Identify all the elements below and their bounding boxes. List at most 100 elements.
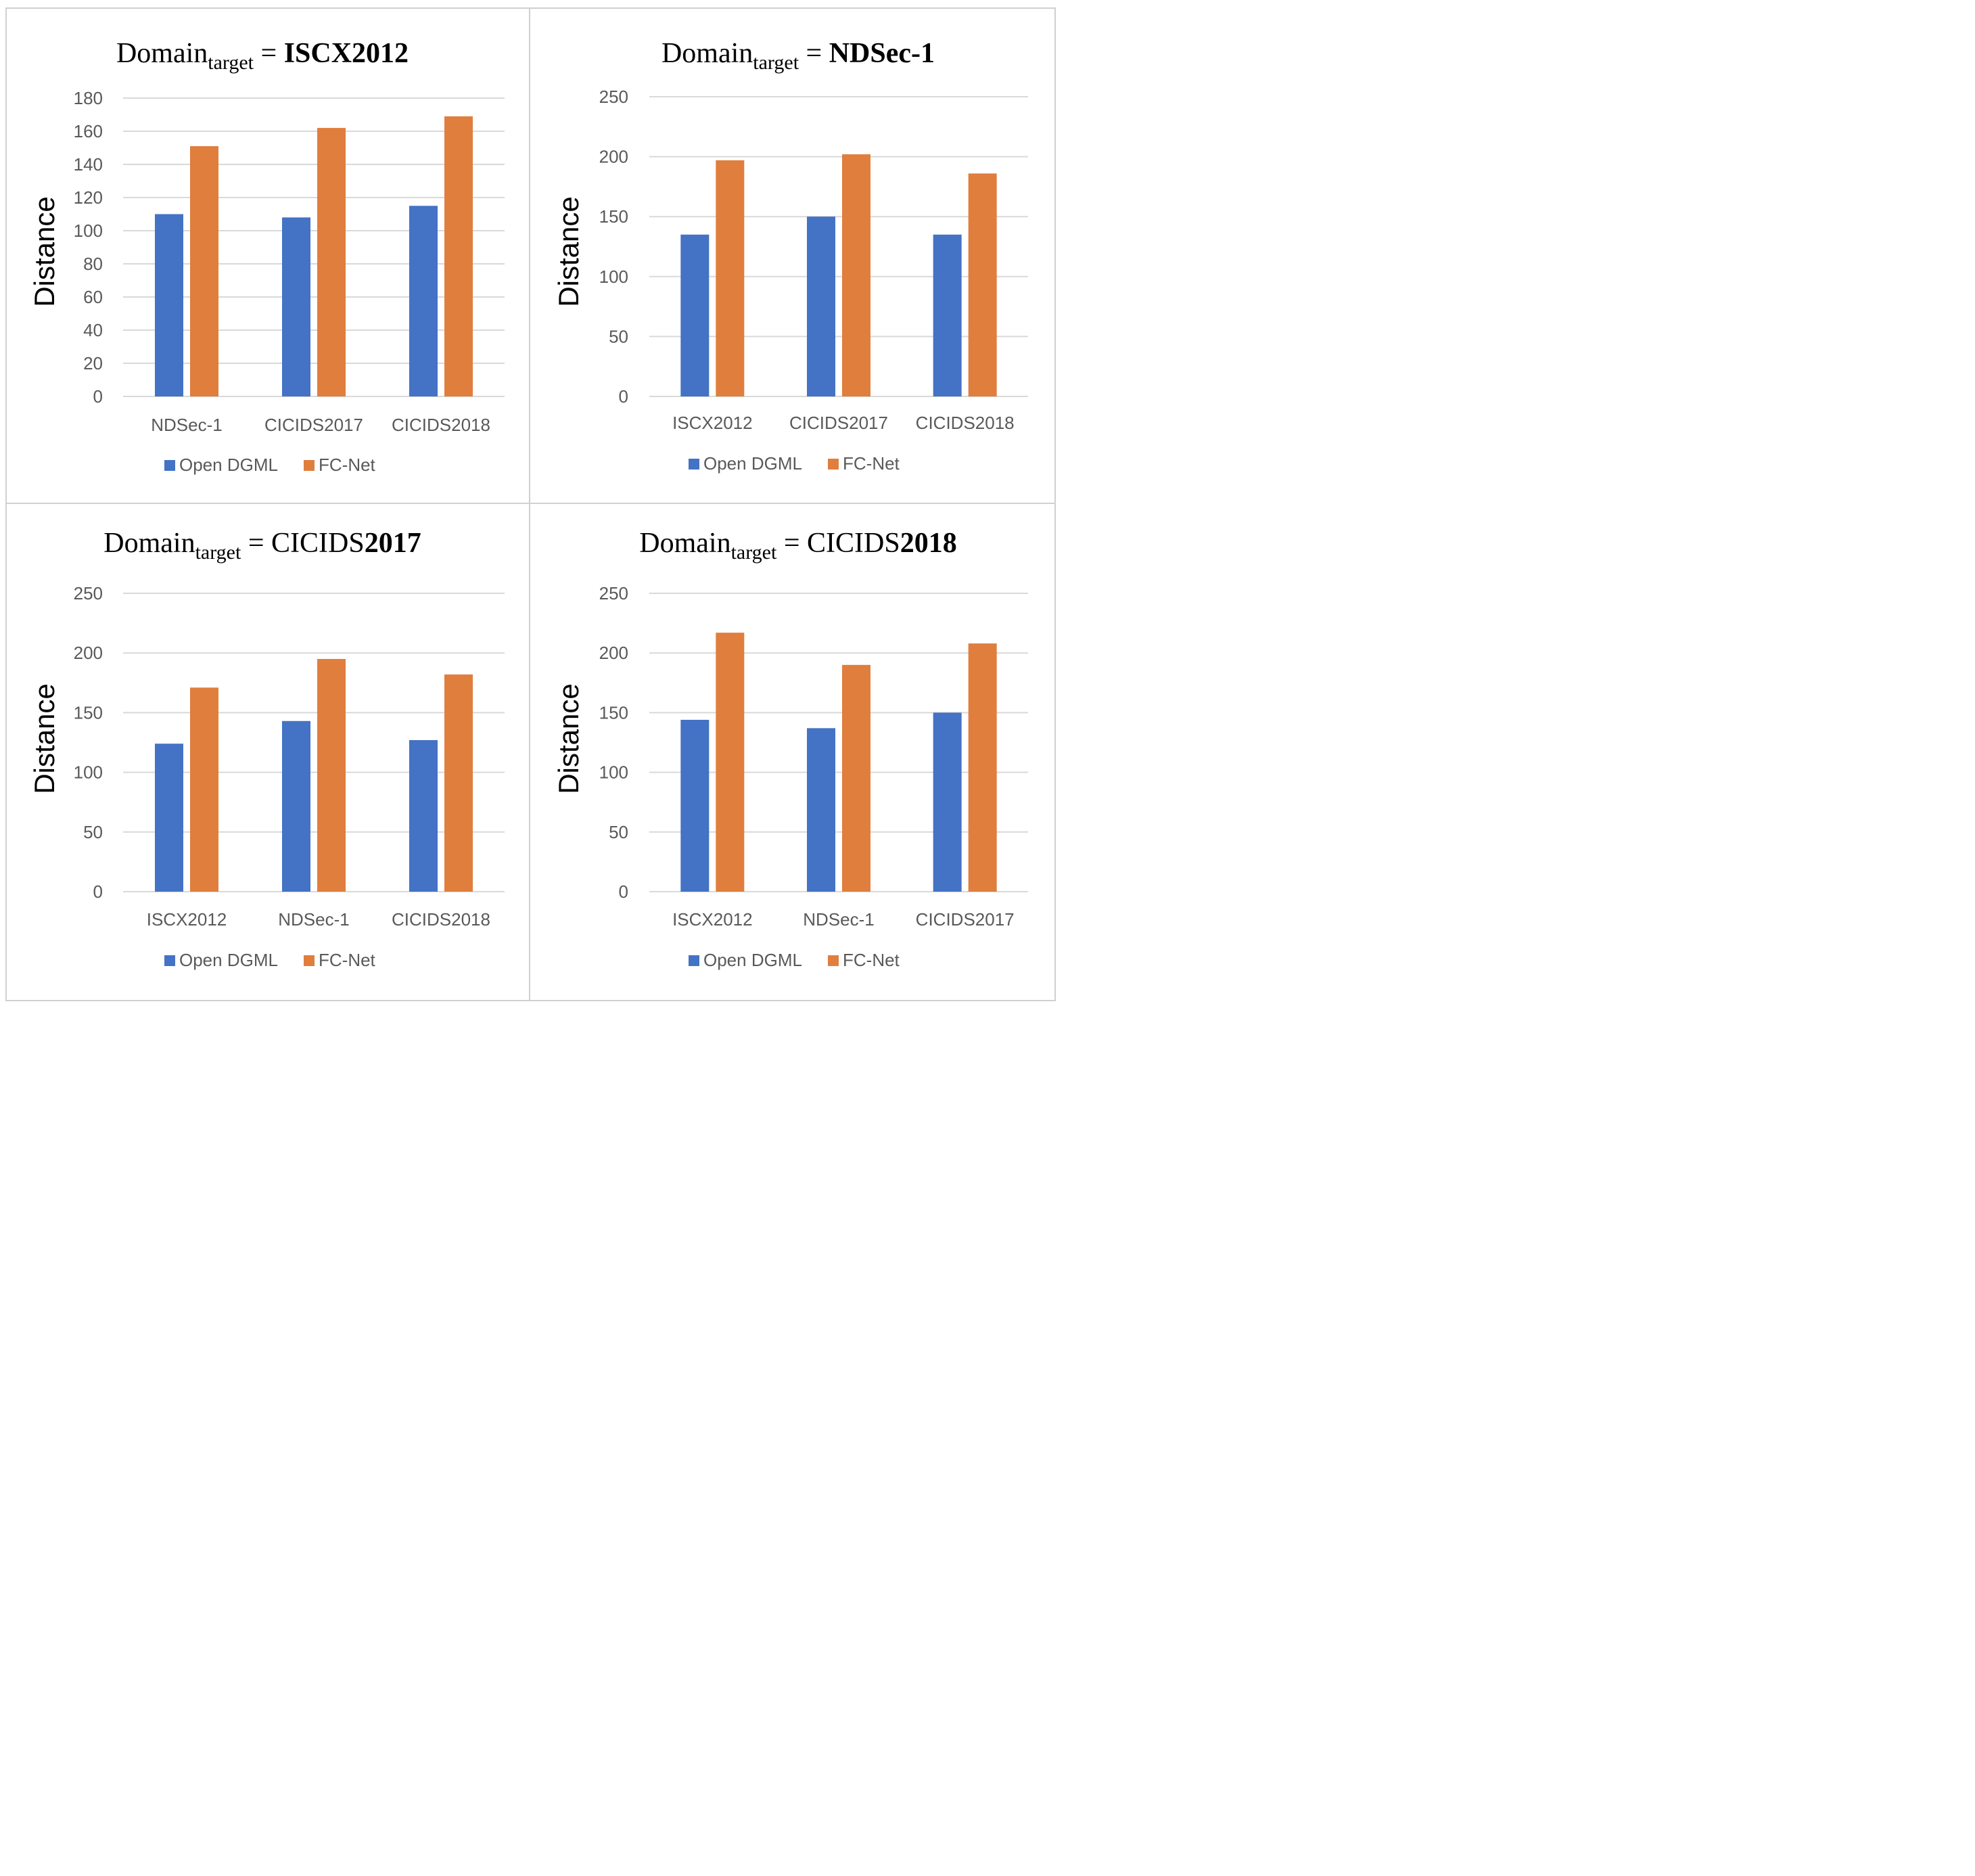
y-axis-label: Distance <box>28 683 60 794</box>
y-tick-label: 0 <box>619 882 628 902</box>
chart-title: Domaintarget = NDSec-1 <box>661 38 935 74</box>
legend-swatch-open-dgml <box>164 460 175 471</box>
title-equals: = <box>776 528 807 559</box>
y-tick-label: 140 <box>74 154 103 175</box>
legend-swatch-open-dgml <box>689 955 699 966</box>
bar-open-dgml-cicids2017 <box>282 217 310 396</box>
y-tick-label: 200 <box>599 643 628 663</box>
bar-fc-net-ndsec-1 <box>190 146 218 397</box>
bar-fc-net-iscx2012 <box>716 160 745 396</box>
title-main: Domain <box>639 528 730 559</box>
bar-fc-net-cicids2018 <box>444 674 473 892</box>
y-tick-label: 200 <box>74 643 103 663</box>
y-tick-label: 250 <box>599 87 628 107</box>
y-tick-label: 200 <box>599 147 628 167</box>
bar-fc-net-iscx2012 <box>190 687 218 892</box>
title-main: Domain <box>116 38 208 69</box>
bar-open-dgml-ndsec-1 <box>807 728 835 892</box>
y-tick-label: 150 <box>74 702 103 723</box>
y-tick-label: 100 <box>74 762 103 783</box>
y-tick-label: 40 <box>83 320 103 340</box>
legend-label-fc-net: FC-Net <box>319 950 376 970</box>
title-target: ISCX2012 <box>284 38 409 69</box>
bar-open-dgml-cicids2018 <box>409 739 438 892</box>
x-category-label: NDSec-1 <box>803 909 874 930</box>
x-category-label: ISCX2012 <box>672 413 753 433</box>
x-category-label: NDSec-1 <box>278 909 349 930</box>
legend: Open DGML FC-Net <box>164 950 376 970</box>
legend: Open DGML FC-Net <box>164 455 376 475</box>
chart-figure: Domaintarget = ISCX2012Distance020406080… <box>5 7 1056 1001</box>
bar-fc-net-cicids2018 <box>444 116 473 396</box>
bar-fc-net-cicids2017 <box>317 128 346 396</box>
legend-swatch-open-dgml <box>164 955 175 966</box>
legend-swatch-fc-net <box>304 955 315 966</box>
legend-swatch-fc-net <box>828 955 839 966</box>
bar-open-dgml-iscx2012 <box>155 743 183 892</box>
y-tick-label: 100 <box>599 762 628 783</box>
x-category-label: ISCX2012 <box>147 909 227 930</box>
title-target-prefix: CICIDS <box>807 528 900 559</box>
chart-panel-1: Domaintarget = ISCX2012 Distance 0 20 40 60 80… <box>28 38 505 475</box>
y-tick-label: 180 <box>74 88 103 108</box>
legend-label-open-dgml: Open DGML <box>703 950 802 970</box>
chart-title: Domaintarget = CICIDS2017 <box>103 528 421 564</box>
y-tick-label: 80 <box>83 254 103 274</box>
bar-fc-net-iscx2012 <box>716 633 745 892</box>
bar-fc-net-cicids2018 <box>968 173 997 396</box>
title-subscript: target <box>195 541 241 564</box>
y-tick-label: 0 <box>93 386 103 407</box>
title-subscript: target <box>731 541 777 564</box>
bar-fc-net-ndsec-1 <box>317 659 346 892</box>
x-category-label: CICIDS2018 <box>916 413 1015 433</box>
y-tick-label: 150 <box>599 206 628 227</box>
y-axis-label: Distance <box>553 196 584 306</box>
y-tick-label: 250 <box>74 583 103 603</box>
y-tick-label: 20 <box>83 353 103 373</box>
y-tick-label: 160 <box>74 121 103 141</box>
title-target-prefix: CICIDS <box>271 528 365 559</box>
title-main: Domain <box>103 528 195 559</box>
legend-label-open-dgml: Open DGML <box>703 453 802 474</box>
legend-label-open-dgml: Open DGML <box>179 455 278 475</box>
title-target-year: 2017 <box>365 528 421 559</box>
outer-border <box>5 7 1056 1001</box>
x-category-label: CICIDS2018 <box>392 415 490 435</box>
y-tick-label: 150 <box>599 702 628 723</box>
y-tick-label: 0 <box>619 386 628 407</box>
chart-title: Domaintarget = CICIDS2018 <box>639 528 956 564</box>
x-category-label: CICIDS2017 <box>916 909 1015 930</box>
legend-label-open-dgml: Open DGML <box>179 950 278 970</box>
y-tick-label: 50 <box>83 822 103 842</box>
title-main: Domain <box>661 38 753 69</box>
panel-frame <box>5 7 1056 1001</box>
bar-open-dgml-cicids2018 <box>933 234 962 396</box>
y-tick-label: 50 <box>609 326 628 346</box>
legend-swatch-fc-net <box>304 460 315 471</box>
y-axis-label: Distance <box>28 196 60 306</box>
bar-open-dgml-iscx2012 <box>680 234 710 396</box>
chart-panel-3: Domaintarget = CICIDS2017 Distance 0 50 100 1… <box>28 528 505 970</box>
title-target: NDSec-1 <box>829 38 935 69</box>
y-axis-label: Distance <box>553 683 584 794</box>
bar-open-dgml-iscx2012 <box>680 719 710 892</box>
legend-label-fc-net: FC-Net <box>843 453 900 474</box>
charts-container: Domaintarget = ISCX2012Distance020406080… <box>28 38 1028 970</box>
chart-panel-2: Domaintarget = NDSec-1 Distance 0 50 100 150 2… <box>553 38 1028 474</box>
bar-open-dgml-ndsec-1 <box>282 720 310 892</box>
y-tick-label: 120 <box>74 187 103 208</box>
y-tick-label: 100 <box>599 267 628 287</box>
title-subscript: target <box>208 51 254 74</box>
bar-open-dgml-ndsec-1 <box>155 214 183 396</box>
y-tick-label: 250 <box>599 583 628 603</box>
legend: Open DGML FC-Net <box>689 453 900 474</box>
legend-label-fc-net: FC-Net <box>319 455 376 475</box>
x-category-label: NDSec-1 <box>151 415 222 435</box>
x-category-label: CICIDS2017 <box>789 413 888 433</box>
y-tick-label: 0 <box>93 882 103 902</box>
y-tick-label: 50 <box>609 822 628 842</box>
legend-label-fc-net: FC-Net <box>843 950 900 970</box>
bar-fc-net-ndsec-1 <box>842 664 870 892</box>
title-subscript: target <box>753 51 799 74</box>
legend-swatch-fc-net <box>828 459 839 470</box>
